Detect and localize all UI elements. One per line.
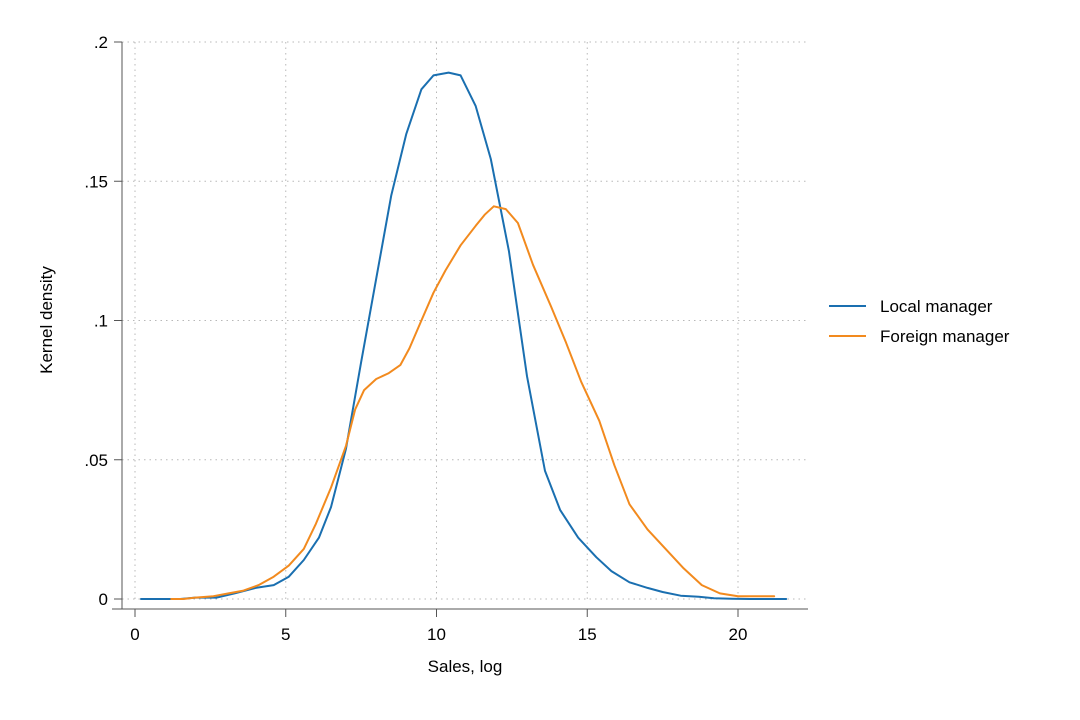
x-tick-label: 0 (130, 625, 139, 644)
series-line-foreign-manager (170, 205, 776, 600)
y-tick-label: .05 (84, 451, 108, 470)
legend-label-foreign-manager: Foreign manager (880, 327, 1010, 346)
x-tick-label: 20 (729, 625, 748, 644)
y-tick-label: .2 (94, 33, 108, 52)
axes: 0 5 10 15 20 0 .05 .1 .15 .2 (84, 33, 808, 644)
x-tick-label: 10 (427, 625, 446, 644)
y-tick-label: .1 (94, 312, 108, 331)
y-tick-label: 0 (99, 590, 108, 609)
y-tick-label: .15 (84, 172, 108, 191)
y-axis-title: Kernel density (37, 266, 56, 374)
x-axis-title: Sales, log (428, 657, 503, 676)
x-tick-label: 15 (578, 625, 597, 644)
series-line-local-manager (140, 71, 788, 600)
legend-label-local-manager: Local manager (880, 297, 993, 316)
gridlines (122, 41, 808, 600)
legend: Local manager Foreign manager (829, 297, 1010, 346)
x-tick-label: 5 (281, 625, 290, 644)
series-group (140, 71, 788, 600)
